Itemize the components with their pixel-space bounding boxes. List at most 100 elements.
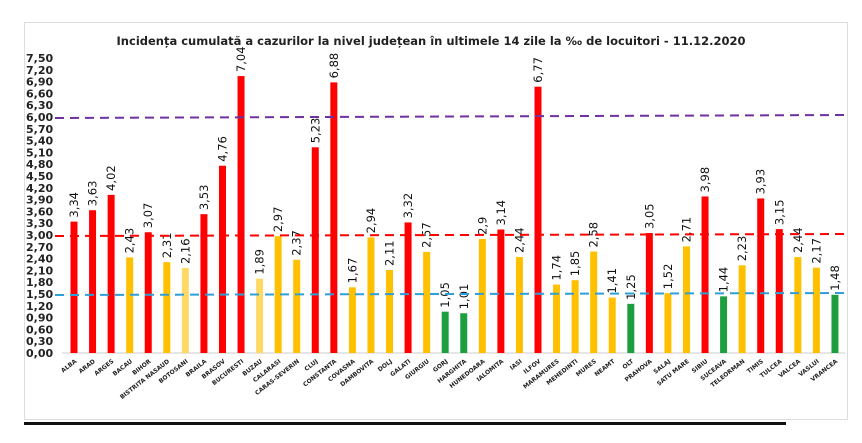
data-label: 2,57 — [420, 222, 434, 248]
data-label: 7,04 — [234, 46, 248, 72]
divider-line — [24, 422, 786, 425]
x-tick-label: ARGES — [93, 358, 115, 377]
y-tick-label: 5,10 — [26, 146, 53, 159]
bar — [515, 257, 523, 353]
bar — [386, 270, 394, 353]
data-label: 1,74 — [550, 255, 564, 281]
bar — [144, 232, 152, 353]
y-tick-label: 0,00 — [26, 347, 53, 360]
y-tick-label: 6,00 — [26, 111, 53, 124]
y-tick-label: 5,40 — [26, 135, 53, 148]
data-label: 3,63 — [86, 181, 100, 207]
data-label: 6,88 — [327, 53, 341, 79]
y-tick-label: 6,30 — [26, 99, 53, 112]
bar — [794, 257, 802, 353]
bar — [701, 196, 709, 353]
data-label: 1,67 — [345, 258, 359, 284]
data-label: 2,16 — [178, 238, 192, 264]
bar — [256, 278, 264, 353]
bar — [775, 229, 783, 353]
y-tick-label: 3,60 — [26, 205, 53, 218]
y-tick-label: 4,50 — [26, 170, 53, 183]
data-label: 2,43 — [123, 228, 137, 254]
data-label: 2,94 — [364, 208, 378, 234]
bar — [812, 267, 820, 353]
y-tick-label: 3,30 — [26, 217, 53, 230]
data-label: 1,01 — [457, 284, 471, 310]
y-tick-label: 4,20 — [26, 182, 53, 195]
data-label: 2,9 — [475, 217, 489, 235]
data-label: 2,44 — [512, 227, 526, 253]
data-label: 2,17 — [809, 238, 823, 264]
data-label: 2,31 — [160, 233, 174, 259]
data-label: 2,71 — [679, 217, 693, 243]
bar — [664, 293, 672, 353]
data-label: 1,89 — [253, 249, 267, 275]
data-label: 3,98 — [698, 167, 712, 193]
bar — [738, 265, 746, 353]
y-tick-label: 6,90 — [26, 76, 53, 89]
y-tick-label: 1,80 — [26, 276, 53, 289]
data-label: 3,05 — [642, 203, 656, 229]
y-tick-label: 1,20 — [26, 300, 53, 313]
data-label: 1,25 — [624, 274, 638, 300]
y-tick-label: 6,60 — [26, 87, 53, 100]
data-label: 3,53 — [197, 185, 211, 211]
bar — [163, 262, 171, 353]
y-tick-label: 0,30 — [26, 335, 53, 348]
bar — [70, 221, 78, 353]
bar — [274, 236, 282, 353]
chart-frame — [24, 22, 848, 420]
bar — [89, 210, 97, 353]
bar — [311, 147, 319, 353]
bar — [126, 257, 134, 353]
y-tick-label: 0,90 — [26, 312, 53, 325]
data-label: 3,07 — [141, 203, 155, 229]
bar — [720, 296, 728, 353]
data-label: 1,41 — [605, 268, 619, 294]
data-label: 1,85 — [568, 251, 582, 277]
bar — [181, 268, 189, 353]
y-tick-label: 5,70 — [26, 123, 53, 136]
bar — [497, 229, 505, 353]
bar — [107, 194, 115, 353]
data-label: 3,15 — [772, 199, 786, 225]
y-tick-label: 0,60 — [26, 323, 53, 336]
data-label: 1,44 — [717, 267, 731, 293]
bar — [608, 297, 616, 353]
y-tick-label: 2,40 — [26, 253, 53, 266]
y-tick-label: 1,50 — [26, 288, 53, 301]
threshold-line — [54, 233, 849, 237]
data-label: 3,14 — [494, 200, 508, 226]
data-label: 3,93 — [754, 169, 768, 195]
x-tick-label: DAMBOVITA — [339, 358, 375, 389]
bar — [571, 280, 579, 353]
bar — [553, 284, 561, 353]
data-label: 2,44 — [791, 227, 805, 253]
y-tick-label: 3,90 — [26, 194, 53, 207]
data-label: 4,02 — [104, 165, 118, 191]
bar — [441, 311, 449, 353]
bar — [460, 313, 468, 353]
data-label: 1,52 — [661, 264, 675, 290]
y-tick-label: 7,50 — [26, 52, 53, 65]
x-tick-label: BACAU — [112, 358, 134, 378]
data-label: 4,76 — [215, 136, 229, 162]
data-label: 2,97 — [271, 207, 285, 233]
data-label: 2,37 — [290, 230, 304, 256]
x-tick-label: OLT — [621, 358, 635, 371]
data-label: 5,23 — [308, 118, 322, 144]
bar — [627, 303, 635, 353]
data-label: 3,34 — [67, 192, 81, 218]
y-tick-label: 4,80 — [26, 158, 53, 171]
threshold-line — [54, 292, 849, 296]
bar — [534, 86, 542, 354]
x-tick-label: ALBA — [60, 358, 79, 375]
threshold-line — [54, 114, 849, 119]
bar — [330, 82, 338, 354]
bar — [478, 238, 486, 353]
data-label: 6,77 — [531, 57, 545, 83]
data-label: 2,58 — [587, 222, 601, 248]
bar — [590, 251, 598, 353]
bar — [237, 76, 245, 354]
